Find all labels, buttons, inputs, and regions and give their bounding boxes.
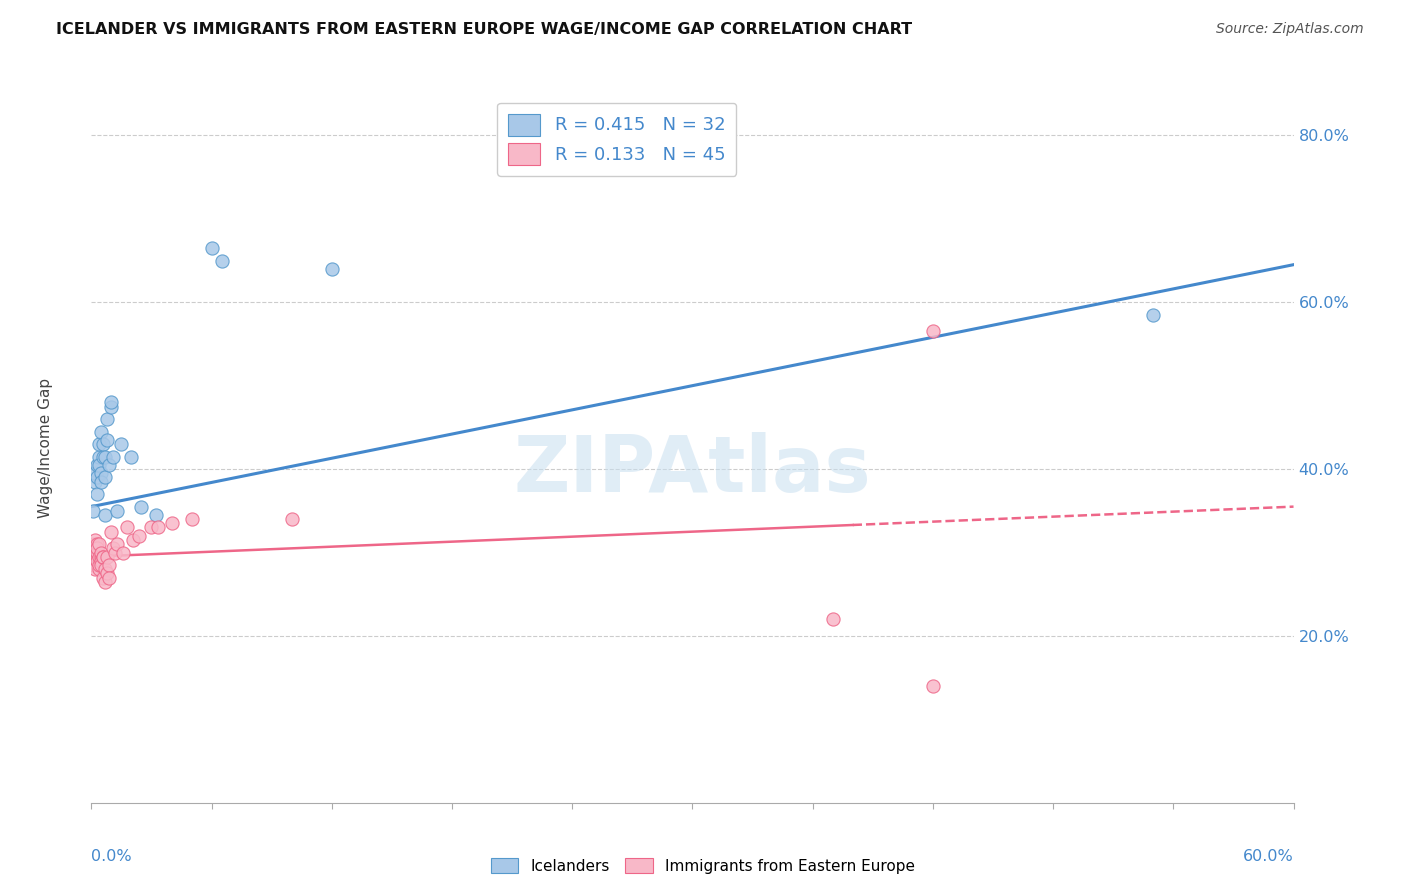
Point (96, 412, 118, 426)
Point (89, 558, 111, 572)
Point (86, 549, 108, 564)
Point (84, 541, 107, 556)
Point (96, 549, 118, 564)
Point (98, 458, 121, 472)
Point (131, 500, 153, 514)
Point (89, 549, 111, 564)
Text: Wage/Income Gap: Wage/Income Gap (38, 378, 53, 518)
Point (89, 450, 111, 464)
Point (86, 458, 108, 472)
Point (90, 545, 112, 559)
Point (93, 437, 115, 451)
Point (100, 524, 122, 539)
Point (86, 554, 108, 568)
Point (84, 549, 107, 564)
Point (93, 450, 115, 464)
Point (86, 487, 108, 501)
Point (86, 541, 108, 556)
Point (90, 467, 112, 481)
Point (84, 467, 107, 481)
Point (96, 566, 118, 581)
Point (922, 679, 945, 693)
Point (180, 512, 202, 526)
Point (86, 470, 108, 484)
Point (89, 458, 111, 472)
Point (98, 558, 121, 572)
Point (94, 574, 117, 589)
Point (84, 475, 107, 489)
Point (90, 554, 112, 568)
Point (90, 425, 112, 439)
Point (82, 549, 104, 564)
Point (93, 549, 115, 564)
Point (96, 433, 118, 447)
Point (100, 400, 122, 414)
Point (141, 520, 163, 534)
Point (94, 508, 117, 522)
Point (94, 450, 117, 464)
Point (94, 562, 117, 576)
Point (145, 508, 167, 522)
Point (89, 562, 111, 576)
Point (281, 512, 304, 526)
Point (93, 570, 115, 584)
Text: ICELANDER VS IMMIGRANTS FROM EASTERN EUROPE WAGE/INCOME GAP CORRELATION CHART: ICELANDER VS IMMIGRANTS FROM EASTERN EUR… (56, 22, 912, 37)
Point (117, 520, 139, 534)
Point (84, 562, 107, 576)
Text: Source: ZipAtlas.com: Source: ZipAtlas.com (1216, 22, 1364, 37)
Point (98, 570, 121, 584)
Point (922, 325, 945, 339)
Point (86, 537, 108, 551)
Point (107, 504, 129, 518)
Text: ZIPAtlas: ZIPAtlas (513, 432, 872, 508)
Point (82, 504, 104, 518)
Point (90, 475, 112, 489)
Point (82, 537, 104, 551)
Point (103, 541, 125, 556)
Point (821, 612, 844, 626)
Point (122, 533, 145, 547)
Point (90, 558, 112, 572)
Point (94, 470, 117, 484)
Point (107, 537, 129, 551)
Point (90, 549, 112, 564)
Point (1142, 308, 1164, 322)
Legend: Icelanders, Immigrants from Eastern Europe: Icelanders, Immigrants from Eastern Euro… (485, 852, 921, 880)
Point (201, 241, 224, 255)
Text: 0.0%: 0.0% (91, 849, 132, 863)
Point (82, 558, 104, 572)
Point (128, 529, 150, 543)
Point (146, 520, 169, 534)
Point (89, 537, 111, 551)
Point (86, 545, 108, 559)
Point (211, 253, 233, 268)
Point (84, 533, 107, 547)
Point (112, 545, 135, 559)
Point (160, 516, 183, 531)
Point (104, 545, 127, 559)
Point (93, 549, 115, 564)
Text: 60.0%: 60.0% (1243, 849, 1294, 863)
Legend: R = 0.415   N = 32, R = 0.133   N = 45: R = 0.415 N = 32, R = 0.133 N = 45 (498, 103, 737, 176)
Point (89, 437, 111, 451)
Point (121, 450, 143, 464)
Point (110, 437, 132, 451)
Point (321, 261, 343, 276)
Point (100, 395, 122, 409)
Point (103, 450, 125, 464)
